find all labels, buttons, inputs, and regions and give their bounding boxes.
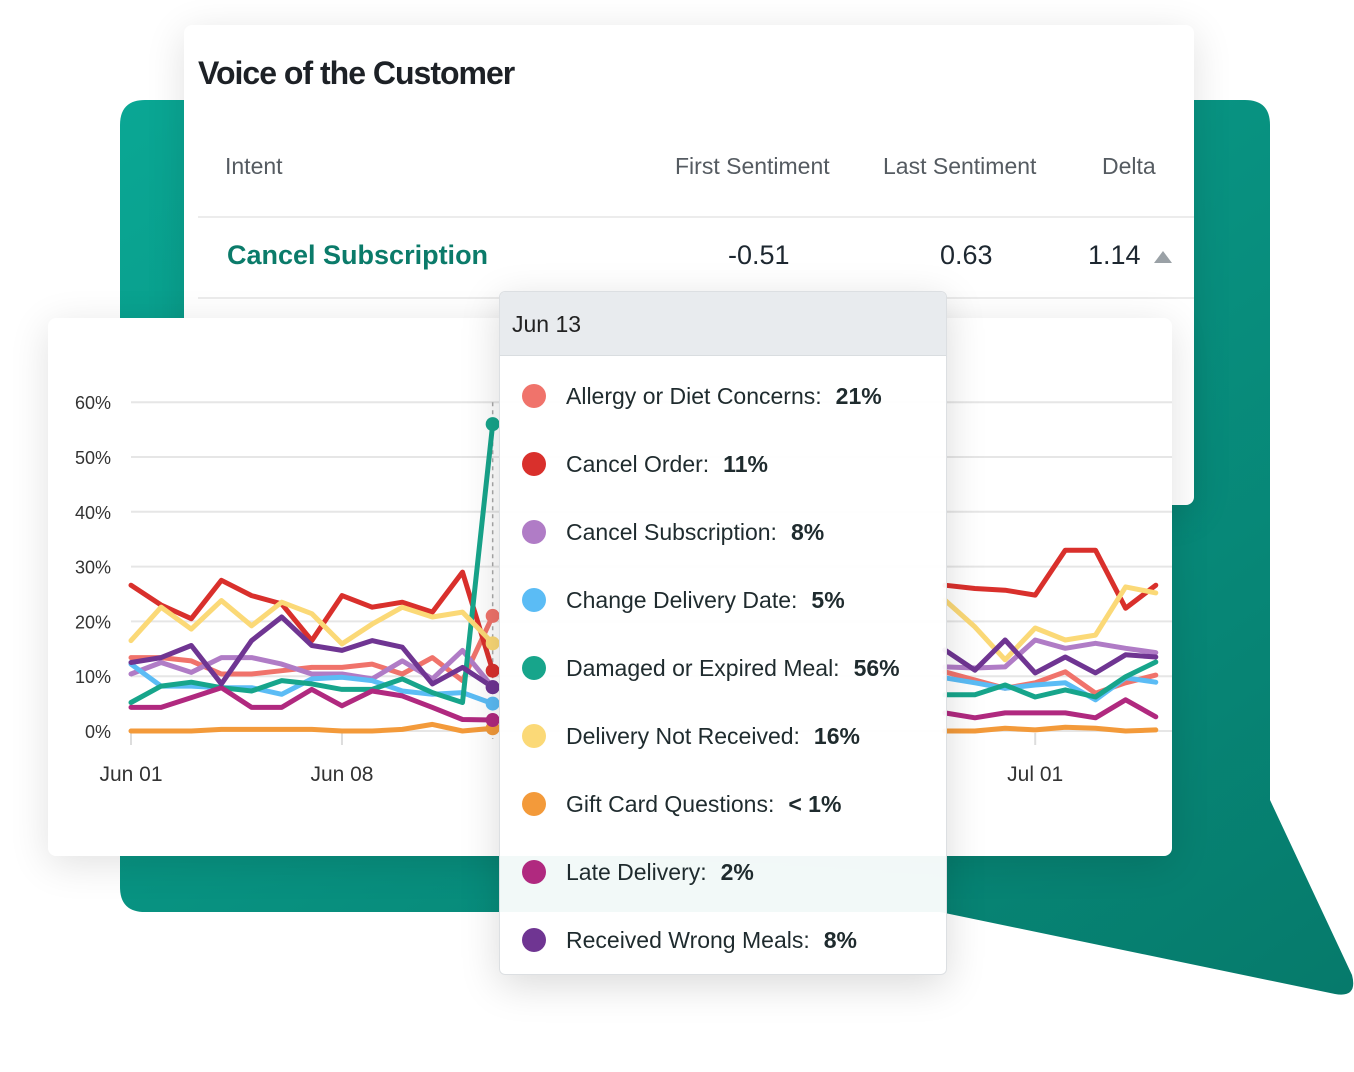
column-header-intent: Intent [225,153,283,179]
y-tick-label: 20% [75,612,111,632]
y-tick-label: 50% [75,448,111,468]
series-line-damaged-or-expired-meal [128,421,1159,705]
tooltip-value: 16% [813,722,860,749]
tooltip-label: Allergy or Diet Concerns: [566,382,822,409]
series-color-dot-icon [522,384,546,408]
series-color-dot-icon [522,656,546,680]
y-tick-label: 0% [85,722,111,742]
series-line-delivery-not-received [128,584,1159,663]
tooltip-label: Cancel Order: [566,450,710,477]
y-tick-label: 30% [75,558,111,578]
series-line-received-wrong-meals [128,614,1159,690]
data-point-received-wrong-meals [485,680,500,695]
series-color-dot-icon [522,928,546,952]
tooltip-value: 21% [835,382,882,409]
series-line-gift-card-questions [128,721,1159,734]
tooltip-label: Received Wrong Meals: [566,926,810,953]
tooltip-item: Cancel Subscription: 8% [522,517,824,547]
tooltip-item: Delivery Not Received: 16% [522,721,860,751]
x-tick-label: Jul 01 [1007,763,1063,786]
data-point-late-delivery [485,713,500,728]
tooltip-item: Allergy or Diet Concerns: 21% [522,381,882,411]
page-title: Voice of the Customer [198,55,515,91]
tooltip-value: 8% [823,926,857,953]
tooltip-item: Damaged or Expired Meal: 56% [522,653,900,683]
y-tick-label: 40% [75,503,111,523]
last-sentiment-value: 0.63 [940,240,993,270]
tooltip-item: Change Delivery Date: 5% [522,585,845,615]
tooltip-value: 5% [811,586,845,613]
x-tick-label: Jun 08 [310,763,373,786]
series-color-dot-icon [522,520,546,544]
series-line-late-delivery [128,685,1159,723]
divider [198,216,1194,218]
tooltip-item: Cancel Order: 11% [522,449,768,479]
tooltip-date: Jun 13 [500,292,946,356]
data-point-cancel-order [485,663,500,678]
line-chart[interactable]: 0% 10% 20% 30% 40% 50% 60% Jun 01 Jun 08 Jul 01 [48,318,1172,856]
tooltip-item: Gift Card Questions: < 1% [522,789,841,819]
y-tick-label: 60% [75,393,111,413]
x-tick-label: Jun 01 [99,763,162,786]
column-header-delta: Delta [1102,153,1156,179]
tooltip-label: Late Delivery: [566,858,707,885]
tooltip-label: Change Delivery Date: [566,586,798,613]
column-header-first-sentiment: First Sentiment [675,153,830,179]
tooltip-value: 8% [790,518,825,545]
delta-value: 1.14 [1088,240,1141,270]
tooltip-label: Delivery Not Received: [566,722,800,749]
triangle-up-icon [1154,251,1172,263]
tooltip-value: 11% [723,450,768,477]
tooltip-label: Gift Card Questions: [566,790,775,817]
data-point-damaged-or-expired-meal [485,417,500,432]
series-color-dot-icon [522,452,546,476]
series-color-dot-icon [522,792,546,816]
chart-tooltip: Jun 13 Allergy or Diet Concerns: 21% Cance… [499,291,947,975]
column-header-last-sentiment: Last Sentiment [883,153,1037,179]
data-point-delivery-not-received [485,636,500,651]
tooltip-value: 56% [853,654,900,681]
series-color-dot-icon [522,860,546,884]
tooltip-value: 2% [720,858,754,885]
intent-link[interactable]: Cancel Subscription [227,240,489,270]
tooltip-item: Late Delivery: 2% [522,857,754,887]
tooltip-value: < 1% [788,790,842,817]
y-tick-label: 10% [75,667,111,687]
series-color-dot-icon [522,588,546,612]
data-point-change-delivery-date [485,696,500,711]
series-color-dot-icon [522,724,546,748]
tooltip-label: Damaged or Expired Meal: [566,654,840,681]
tooltip-label: Cancel Subscription: [566,518,777,545]
data-point-allergy-or-diet-concerns [485,608,500,623]
first-sentiment-value: -0.51 [728,240,790,270]
tooltip-item: Received Wrong Meals: 8% [522,925,857,955]
